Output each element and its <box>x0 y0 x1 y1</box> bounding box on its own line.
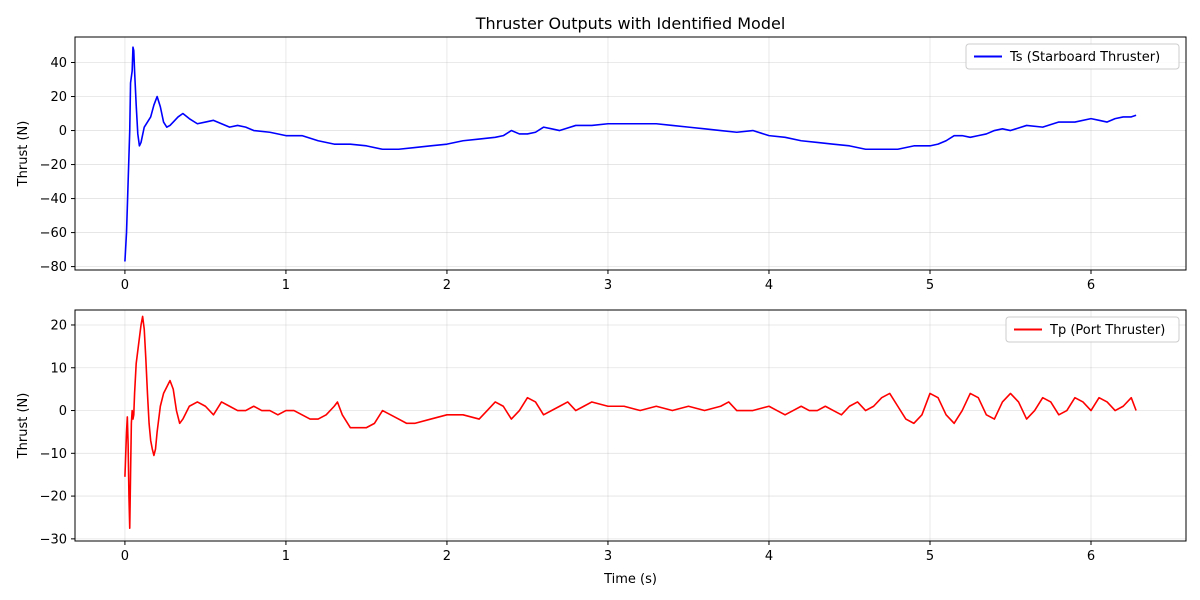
y-tick-label: 20 <box>50 318 67 333</box>
x-tick-label: 3 <box>604 549 612 564</box>
legend-label: Ts (Starboard Thruster) <box>1009 50 1160 65</box>
x-tick-label: 1 <box>282 278 290 293</box>
y-tick-label: −20 <box>40 490 67 505</box>
y-tick-label: 20 <box>50 90 67 105</box>
y-axis-label: Thrust (N) <box>16 121 31 188</box>
axes-frame <box>74 309 1187 542</box>
x-tick-label: 2 <box>443 278 451 293</box>
x-tick-label: 2 <box>443 549 451 564</box>
x-tick-label: 4 <box>765 549 773 564</box>
x-axis-label: Time (s) <box>603 572 657 587</box>
legend-box <box>965 43 1180 70</box>
y-tick-label: 10 <box>50 361 67 376</box>
y-tick-label: −10 <box>40 447 67 462</box>
x-tick-label: 0 <box>121 278 129 293</box>
legend-box <box>1005 316 1180 343</box>
x-tick-label: 6 <box>1087 549 1095 564</box>
y-tick-label: 40 <box>50 56 67 71</box>
x-tick-label: 0 <box>121 549 129 564</box>
y-tick-label: 0 <box>59 124 67 139</box>
y-tick-label: −40 <box>40 192 67 207</box>
y-tick-label: −80 <box>40 260 67 275</box>
y-tick-label: −60 <box>40 226 67 241</box>
x-tick-label: 6 <box>1087 278 1095 293</box>
y-tick-label: 0 <box>59 404 67 419</box>
series-line-tp <box>124 315 1137 529</box>
legend: Ts (Starboard Thruster) <box>965 43 1180 70</box>
x-tick-label: 3 <box>604 278 612 293</box>
axes-frame <box>74 36 1187 271</box>
x-tick-label: 4 <box>765 278 773 293</box>
y-tick-label: −20 <box>40 158 67 173</box>
chart-title: Thruster Outputs with Identified Model <box>475 14 786 33</box>
x-tick-label: 1 <box>282 549 290 564</box>
port-thrust-chart: 0 1 2 3 4 5 6 −30 −20 −10 0 10 20 Thrust (N) Time (s) T… <box>16 309 1187 587</box>
x-tick-label: 5 <box>926 278 934 293</box>
legend: Tp (Port Thruster) <box>1005 316 1180 343</box>
y-axis-label: Thrust (N) <box>16 393 31 460</box>
y-tick-label: −30 <box>40 532 67 547</box>
starboard-thrust-chart: 0 1 2 3 4 5 6 −80 −60 −40 −20 0 20 40 Thruster Outputs… <box>16 14 1187 293</box>
x-tick-label: 5 <box>926 549 934 564</box>
series-line-ts <box>124 46 1137 262</box>
legend-label: Tp (Port Thruster) <box>1049 323 1165 338</box>
